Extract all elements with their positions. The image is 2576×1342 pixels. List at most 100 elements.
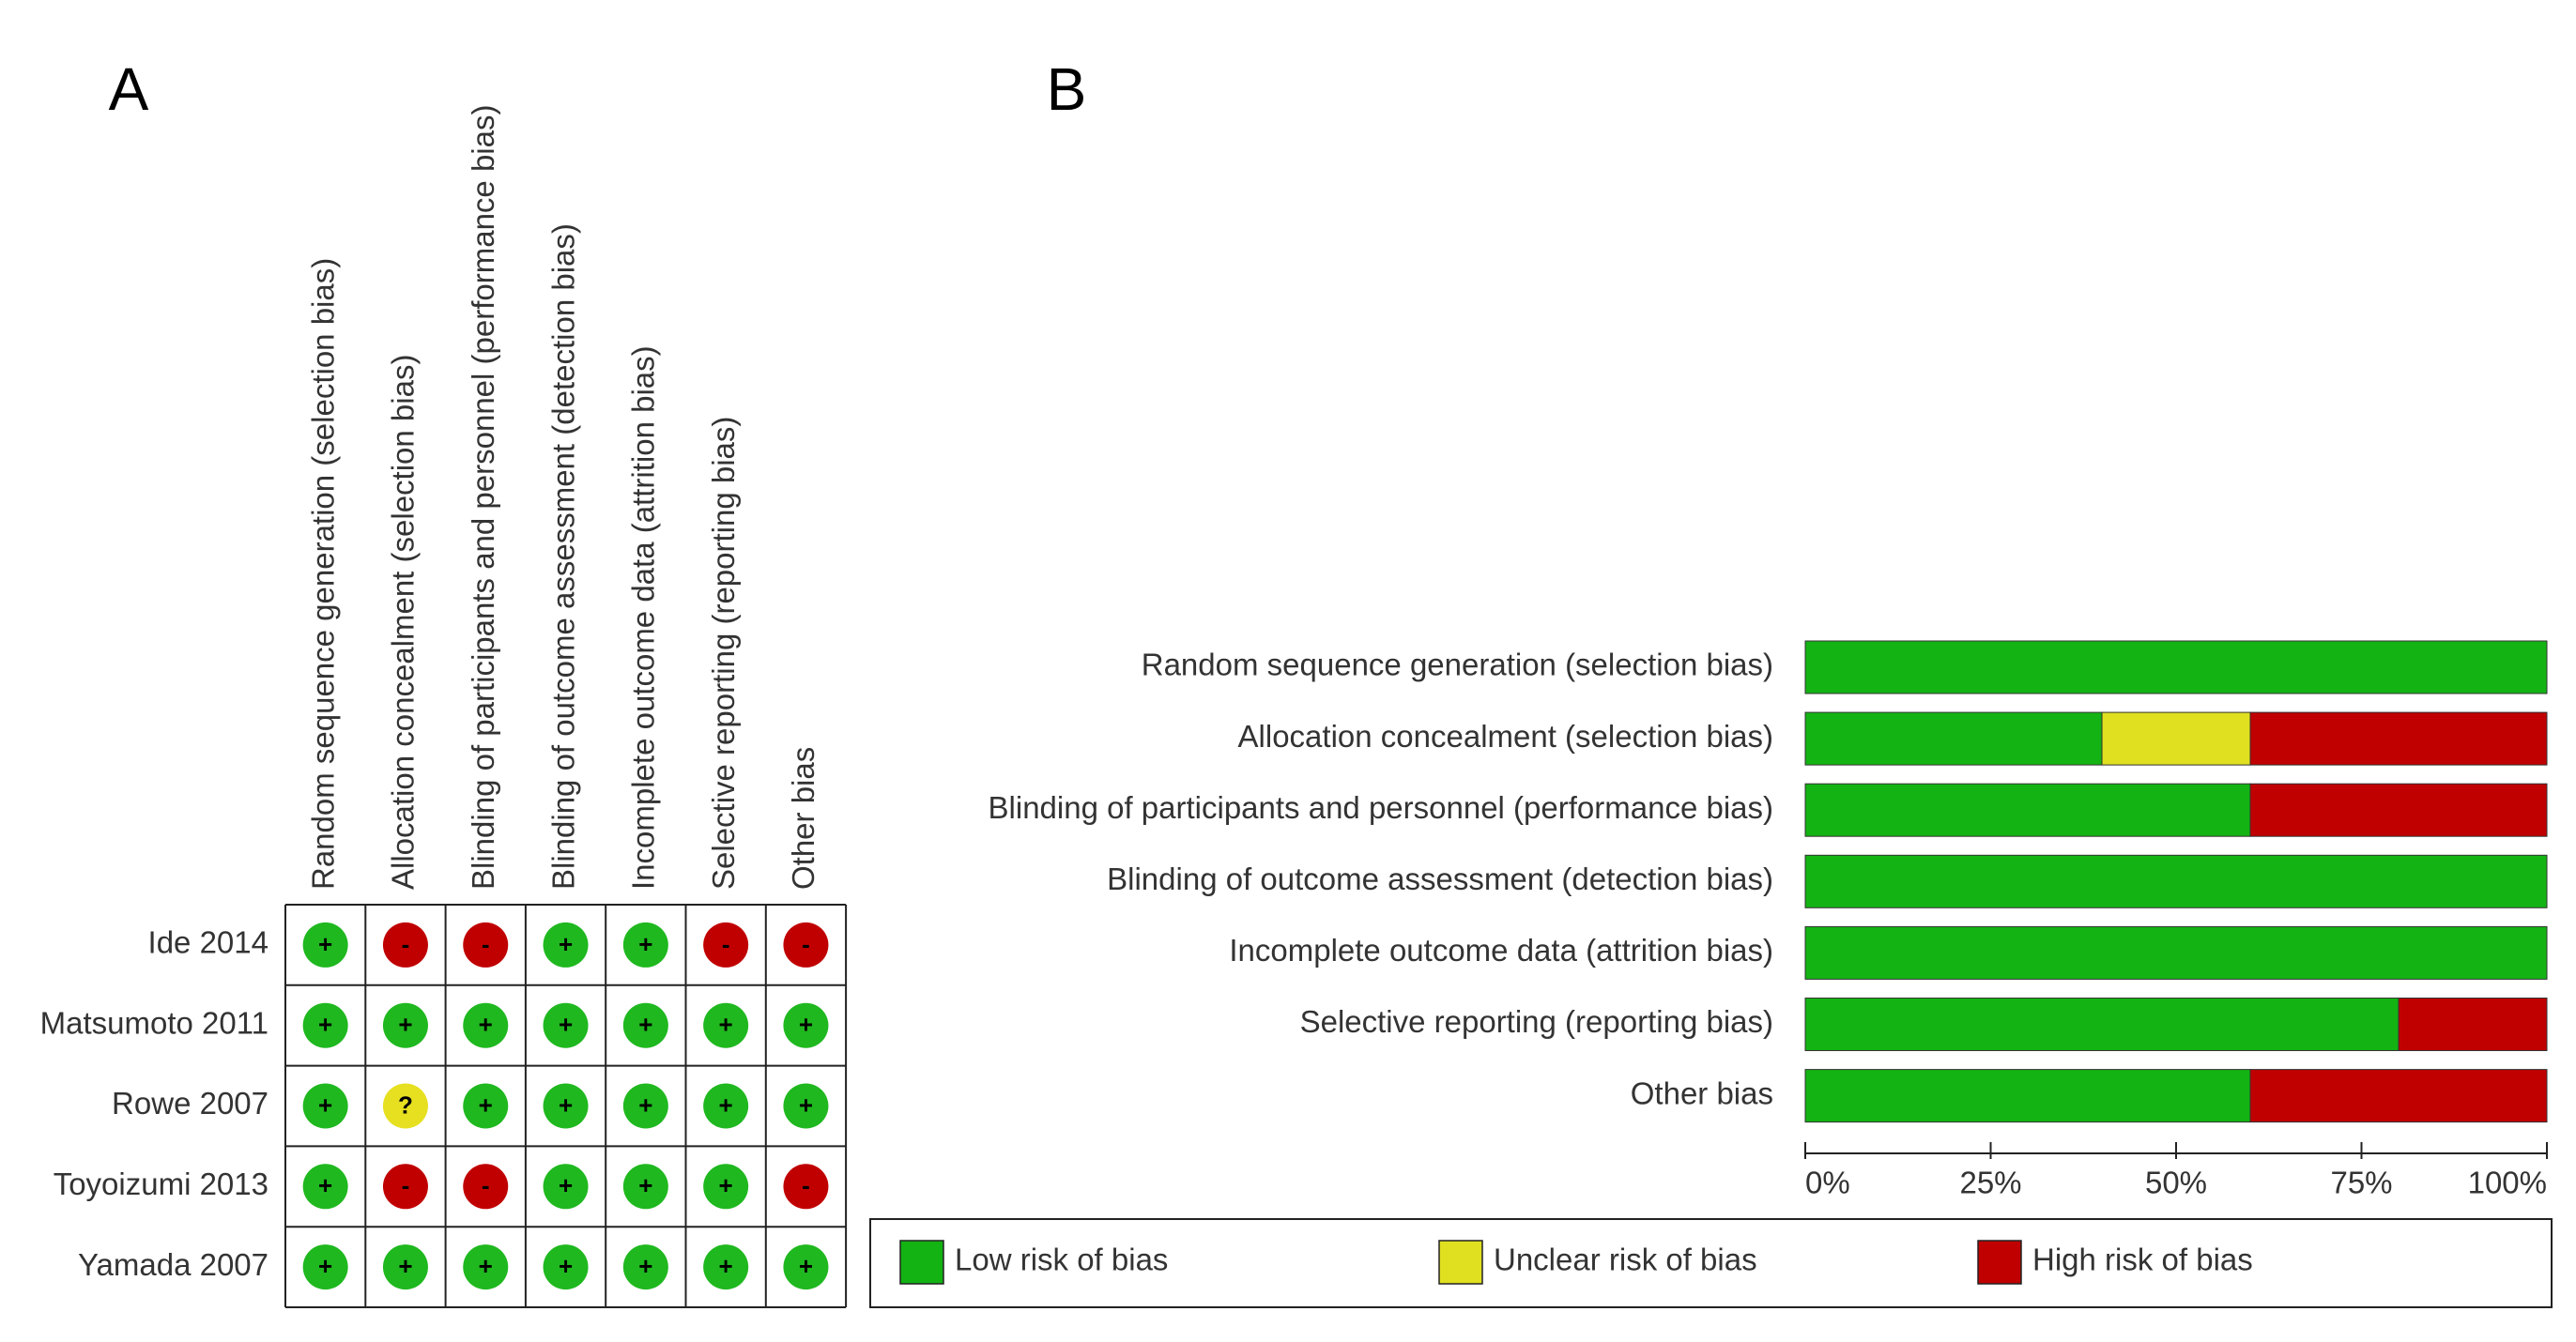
judgment-circle	[622, 1083, 668, 1129]
judgment-circle	[783, 1083, 829, 1129]
judgment-symbol: +	[559, 1090, 573, 1119]
judgment-symbol: ?	[398, 1090, 413, 1119]
bar-segment	[1804, 711, 2103, 766]
judgment-circle	[703, 922, 749, 968]
judgment-circle	[543, 1164, 589, 1210]
judgment-symbol: +	[638, 1090, 652, 1119]
judgment-circle	[783, 1244, 829, 1290]
judgment-circle	[382, 1164, 428, 1210]
bar-segment	[1804, 854, 2548, 908]
judgment-symbol: -	[482, 930, 490, 958]
legend-label: Unclear risk of bias	[1494, 1243, 1757, 1277]
x-tick-label: 75%	[2330, 1166, 2392, 1200]
column-header: Blinding of outcome assessment (detectio…	[545, 223, 580, 890]
judgment-circle	[463, 1083, 509, 1129]
judgment-circle	[622, 1002, 668, 1048]
bar-segment	[1804, 1069, 2251, 1123]
judgment-symbol: +	[719, 1171, 733, 1199]
bar-segment	[2249, 711, 2548, 766]
judgment-symbol: +	[638, 930, 652, 958]
bar-segment	[2398, 998, 2548, 1051]
bar-segment	[1804, 783, 2251, 837]
judgment-circle	[382, 1083, 428, 1129]
judgment-circle	[463, 1164, 509, 1210]
judgment-circle	[463, 1244, 509, 1290]
column-header: Allocation concealment (selection bias)	[386, 355, 421, 890]
judgment-symbol: +	[638, 1011, 652, 1039]
judgment-symbol: -	[722, 930, 730, 958]
category-label: Allocation concealment (selection bias)	[1238, 719, 1773, 754]
judgment-symbol: +	[398, 1011, 412, 1039]
category-label: Blinding of participants and personnel (…	[989, 790, 1773, 825]
judgment-circle	[302, 1083, 348, 1129]
judgment-symbol: +	[318, 930, 332, 958]
bar-segment	[1804, 640, 2548, 694]
x-tick-label: 100%	[2468, 1166, 2547, 1200]
judgment-circle	[302, 1164, 348, 1210]
legend-label: Low risk of bias	[955, 1243, 1168, 1277]
judgment-circle	[463, 1002, 509, 1048]
judgment-symbol: -	[802, 1171, 810, 1199]
bar-segment	[2249, 1069, 2548, 1123]
study-label: Rowe 2007	[112, 1086, 268, 1121]
judgment-circle	[302, 1244, 348, 1290]
bar-segment	[1804, 925, 2548, 980]
column-header: Selective reporting (reporting bias)	[706, 417, 741, 890]
judgment-circle	[703, 1002, 749, 1048]
judgment-circle	[543, 1002, 589, 1048]
legend-box	[869, 1218, 2553, 1308]
judgment-circle	[543, 922, 589, 968]
judgment-symbol: +	[719, 1252, 733, 1280]
judgment-circle	[382, 1002, 428, 1048]
judgment-symbol: -	[482, 1171, 490, 1199]
judgment-circle	[622, 922, 668, 968]
legend-label: High risk of bias	[2032, 1243, 2253, 1277]
judgment-symbol: +	[318, 1252, 332, 1280]
panel-label: A	[109, 55, 149, 123]
judgment-symbol: +	[638, 1252, 652, 1280]
judgment-symbol: +	[318, 1090, 332, 1119]
study-label: Ide 2014	[148, 925, 268, 960]
judgment-circle	[543, 1083, 589, 1129]
judgment-circle	[543, 1244, 589, 1290]
judgment-symbol: +	[719, 1090, 733, 1119]
category-label: Random sequence generation (selection bi…	[1142, 648, 1773, 682]
judgment-circle	[382, 922, 428, 968]
judgment-circle	[703, 1164, 749, 1210]
column-header: Incomplete outcome data (attrition bias)	[626, 345, 661, 890]
study-label: Yamada 2007	[78, 1247, 268, 1282]
judgment-symbol: +	[479, 1252, 493, 1280]
judgment-circle	[783, 1164, 829, 1210]
judgment-circle	[463, 922, 509, 968]
judgment-circle	[622, 1164, 668, 1210]
judgment-symbol: +	[318, 1171, 332, 1199]
judgment-symbol: +	[559, 930, 573, 958]
x-tick-label: 0%	[1805, 1166, 1850, 1200]
judgment-symbol: -	[402, 1171, 410, 1199]
judgment-circle	[703, 1083, 749, 1129]
judgment-symbol: +	[559, 1011, 573, 1039]
legend-swatch	[899, 1240, 944, 1285]
study-label: Toyoizumi 2013	[54, 1167, 268, 1201]
legend-swatch	[1438, 1240, 1483, 1285]
judgment-symbol: +	[719, 1011, 733, 1039]
judgment-circle	[302, 922, 348, 968]
judgment-circle	[703, 1244, 749, 1290]
judgment-symbol: +	[479, 1011, 493, 1039]
bar-segment	[1804, 998, 2400, 1051]
bar-segment	[2101, 711, 2251, 766]
judgment-symbol: +	[638, 1171, 652, 1199]
legend-swatch	[1977, 1240, 2022, 1285]
judgment-symbol: +	[799, 1011, 813, 1039]
category-label: Incomplete outcome data (attrition bias)	[1229, 933, 1773, 968]
column-header: Random sequence generation (selection bi…	[305, 258, 340, 890]
judgment-symbol: +	[799, 1252, 813, 1280]
category-label: Other bias	[1631, 1075, 1773, 1110]
panel-label: B	[1047, 55, 1087, 123]
x-tick-label: 25%	[1959, 1166, 2021, 1200]
judgment-symbol: +	[559, 1171, 573, 1199]
judgment-symbol: +	[559, 1252, 573, 1280]
judgment-circle	[783, 1002, 829, 1048]
judgment-symbol: +	[398, 1252, 412, 1280]
